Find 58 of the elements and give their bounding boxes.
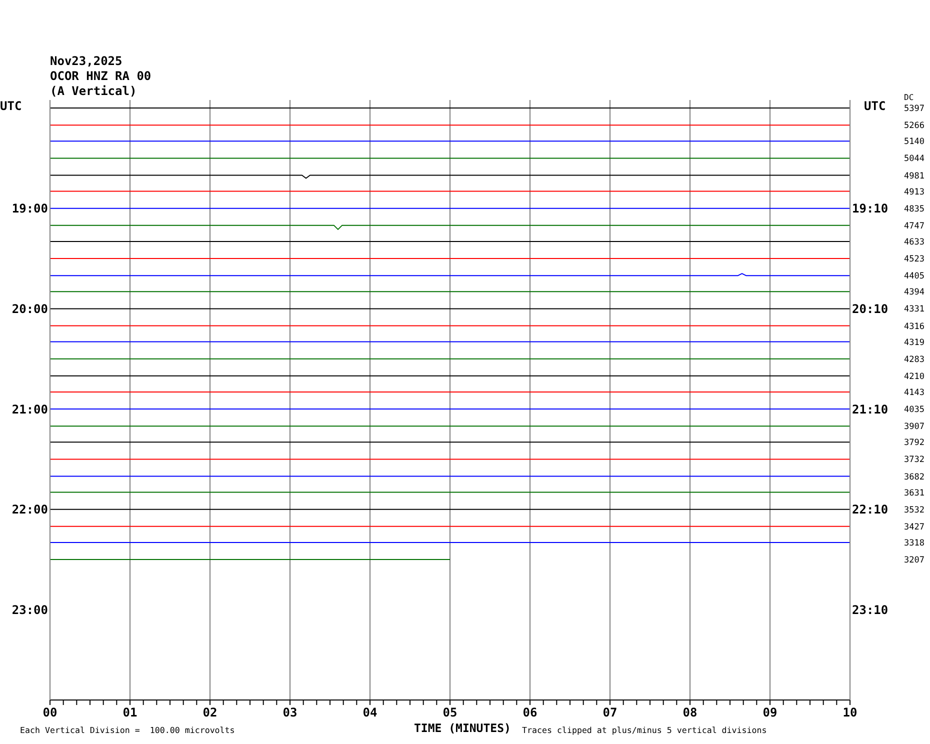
y2-axis-title: UTC	[864, 99, 886, 113]
y-tick-label: 21:00	[12, 402, 48, 416]
y2-tick-label: 20:10	[852, 302, 888, 316]
text: 4210	[904, 372, 924, 382]
legend-title: DC	[904, 93, 914, 102]
text: 3631	[904, 488, 924, 498]
text: 3532	[904, 505, 924, 516]
text: 3427	[904, 522, 924, 532]
text: 4835	[904, 204, 924, 214]
text: 5266	[904, 121, 924, 132]
y2-tick-label: 23:10	[852, 602, 888, 617]
x-tick-label: 00	[42, 706, 58, 720]
text: Traces clipped at plus/minus 5 vertical divisions	[522, 725, 767, 735]
y-tick-label: 22:00	[12, 502, 48, 517]
text: 3792	[904, 438, 924, 448]
x-tick-label: 04	[362, 706, 378, 720]
chart-title: Nov23,2025	[50, 54, 122, 68]
text: 3207	[904, 556, 924, 566]
chart-subtitle: OCOR HNZ RA 00	[50, 69, 152, 83]
text: 4747	[904, 221, 924, 232]
text: 5044	[904, 154, 924, 164]
text: 3682	[904, 472, 924, 482]
y2-tick-label: 21:10	[852, 402, 888, 416]
y-tick-label: 19:00	[12, 202, 48, 216]
x-tick-label: 09	[762, 706, 778, 720]
text: 4143	[904, 388, 924, 398]
y-tick-label: 23:00	[12, 602, 48, 617]
text: 4405	[904, 272, 924, 282]
x-tick-label: 07	[602, 706, 618, 720]
text: 3732	[904, 455, 924, 466]
text: 4394	[904, 288, 924, 298]
text: 4331	[904, 304, 924, 315]
text: 5397	[904, 104, 924, 114]
y-axis-title: UTC	[0, 99, 22, 113]
y2-tick-label: 22:10	[852, 502, 888, 517]
text: (A Vertical)	[50, 84, 137, 98]
text: 4283	[904, 354, 924, 365]
x-tick-label: 02	[202, 706, 218, 720]
text: 4633	[904, 237, 924, 248]
text: 3318	[904, 538, 924, 548]
x-tick-label: 08	[682, 706, 698, 720]
text: 4035	[904, 405, 924, 416]
text: 4981	[904, 171, 924, 182]
text: 4523	[904, 254, 924, 265]
x-axis-title: TIME (MINUTES)	[414, 721, 511, 735]
text: 4316	[904, 322, 924, 332]
x-tick-label: 06	[522, 706, 538, 720]
text: 5140	[904, 137, 924, 148]
y-tick-label: 20:00	[12, 302, 48, 316]
text: 4319	[904, 338, 924, 348]
text: Each Vertical Division = 100.00 microvolts	[20, 725, 235, 735]
x-tick-label: 01	[122, 706, 138, 720]
y2-tick-label: 19:10	[852, 202, 888, 216]
text: 3907	[904, 422, 924, 432]
x-tick-label: 05	[442, 706, 458, 720]
x-tick-label: 03	[282, 706, 298, 720]
x-tick-label: 10	[842, 706, 858, 720]
text: 4913	[904, 187, 924, 198]
